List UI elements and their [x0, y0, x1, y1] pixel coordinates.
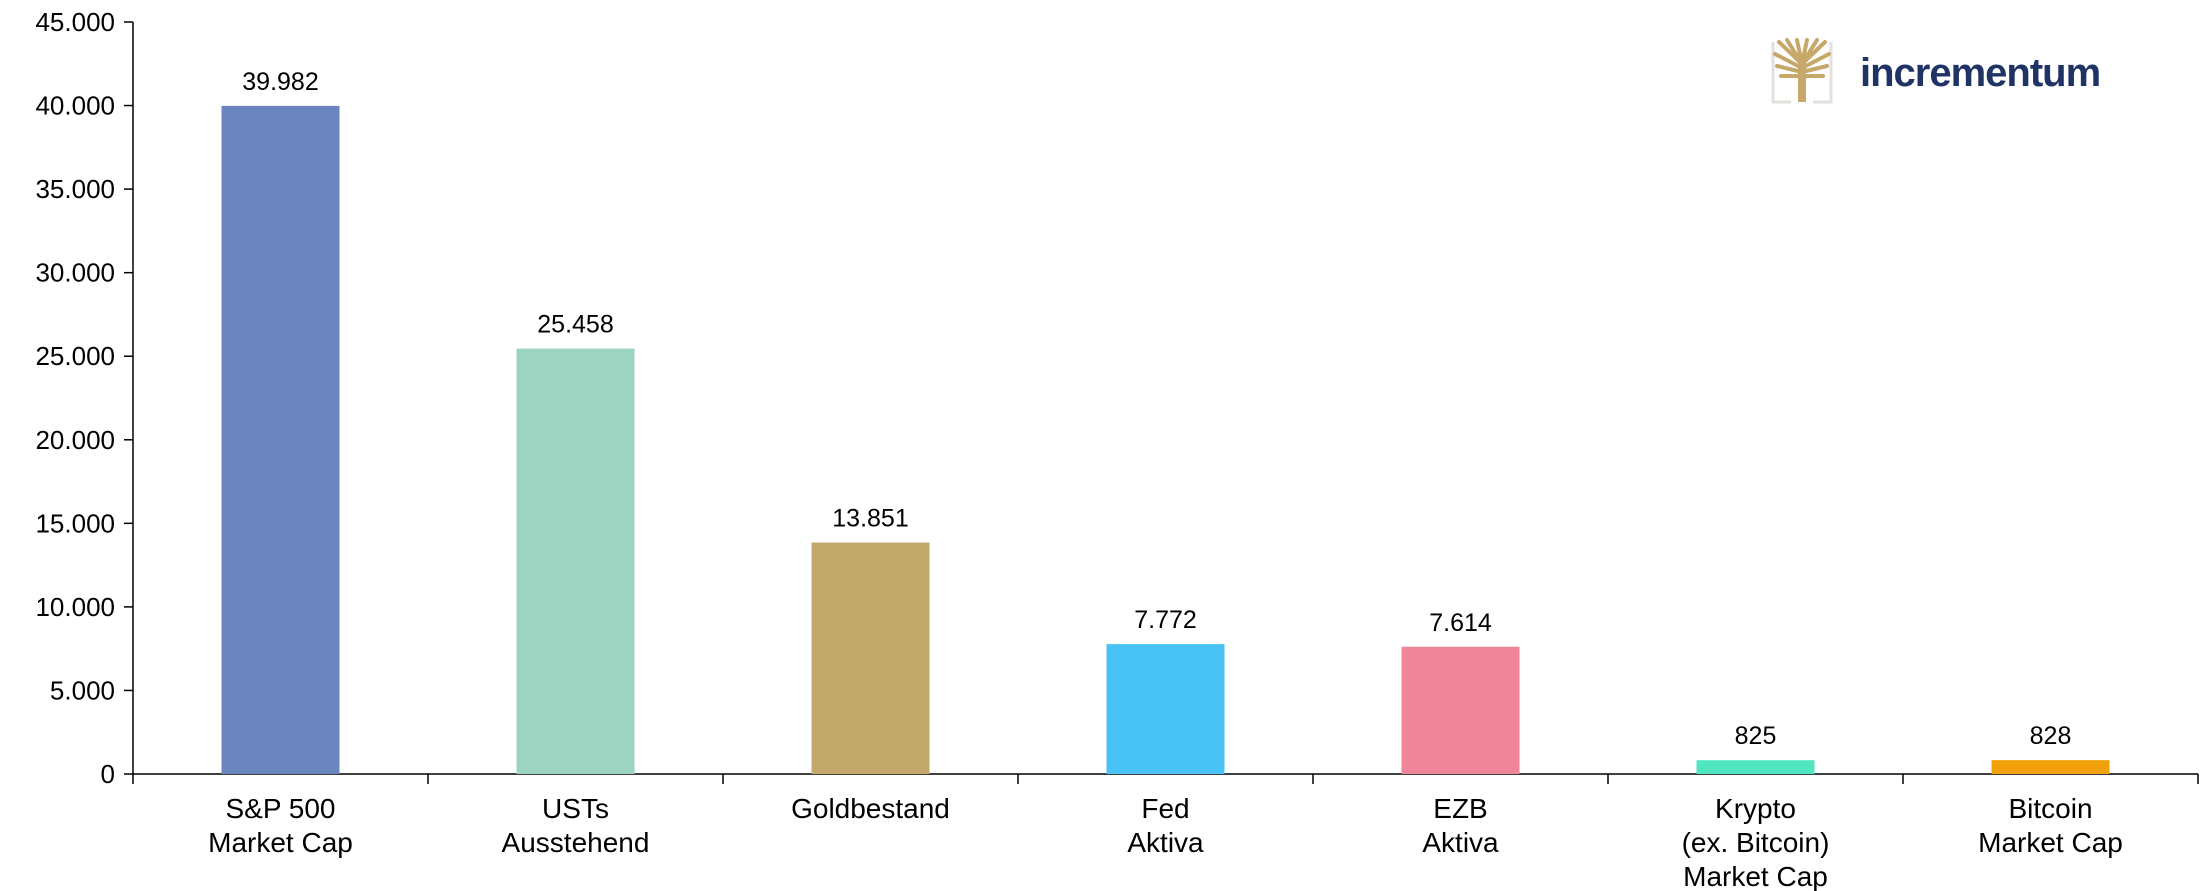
- bars: [221, 105, 2110, 775]
- category-label-line: S&P 500: [225, 793, 335, 824]
- bar: [1991, 760, 2110, 774]
- bar: [811, 542, 930, 774]
- category-label-line: USTs: [542, 793, 609, 824]
- bar: [1696, 760, 1815, 774]
- data-label: 828: [2030, 722, 2072, 750]
- category-label: Krypto (ex. Bitcoin) Market Cap: [1682, 793, 1830, 891]
- data-label: 25.458: [537, 311, 613, 339]
- bar: [1106, 644, 1225, 774]
- category-label-line: Market Cap: [1683, 861, 1828, 891]
- category-label-line: Market Cap: [208, 827, 353, 858]
- incrementum-logo: incrementum: [1771, 38, 2101, 104]
- y-tick-label: 30.000: [35, 258, 115, 288]
- category-label-line: Krypto: [1715, 793, 1796, 824]
- category-label-line: Bitcoin: [2008, 793, 2092, 824]
- data-labels: 39.982 25.458 13.851 7.772 7.614 825 828: [242, 68, 2071, 750]
- category-label-line: Fed: [1141, 793, 1189, 824]
- category-label: Goldbestand: [791, 793, 950, 824]
- y-tick-label: 10.000: [35, 592, 115, 622]
- category-label-line: EZB: [1433, 793, 1487, 824]
- y-tick-label: 20.000: [35, 425, 115, 455]
- data-label: 825: [1735, 722, 1777, 750]
- category-label-line: (ex. Bitcoin): [1682, 827, 1830, 858]
- x-axis: [132, 773, 2199, 784]
- category-label: USTs Ausstehend: [502, 793, 650, 858]
- y-tick-label: 25.000: [35, 341, 115, 371]
- category-label-line: Goldbestand: [791, 793, 950, 824]
- category-label: S&P 500 Market Cap: [208, 793, 353, 858]
- tree-logo-icon: [1771, 38, 1833, 104]
- data-label: 7.614: [1429, 609, 1492, 637]
- y-tick-label: 45.000: [35, 7, 115, 37]
- bar: [221, 105, 340, 775]
- y-tick-label: 0: [101, 759, 115, 789]
- y-axis: 0 5.000 10.000 15.000 20.000 25.000 30.000 35.0…: [35, 7, 134, 789]
- category-label-line: Aktiva: [1422, 827, 1499, 858]
- bar: [516, 348, 635, 774]
- bar: [1401, 646, 1520, 774]
- y-tick-label: 15.000: [35, 508, 115, 538]
- data-label: 13.851: [832, 505, 908, 533]
- data-label: 39.982: [242, 68, 318, 96]
- category-label-line: Aktiva: [1127, 827, 1204, 858]
- category-label: Bitcoin Market Cap: [1978, 793, 2123, 858]
- logo-text: incrementum: [1860, 51, 2100, 95]
- y-tick-label: 40.000: [35, 91, 115, 121]
- category-label-line: Ausstehend: [502, 827, 650, 858]
- category-label: Fed Aktiva: [1127, 793, 1204, 858]
- y-tick-label: 5.000: [50, 675, 115, 705]
- category-label: EZB Aktiva: [1422, 793, 1499, 858]
- category-label-line: Market Cap: [1978, 827, 2123, 858]
- data-label: 7.772: [1134, 606, 1197, 634]
- y-tick-label: 35.000: [35, 174, 115, 204]
